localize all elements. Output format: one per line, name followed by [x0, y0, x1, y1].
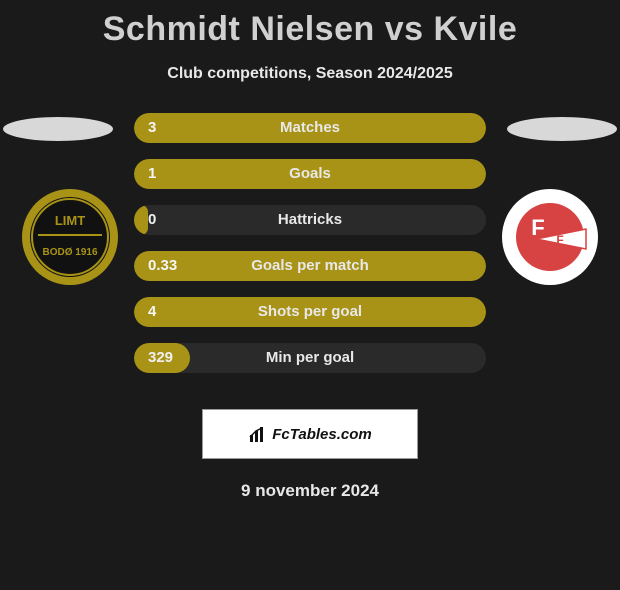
stat-row: 0Hattricks: [134, 205, 486, 235]
left-shadow-ellipse: [3, 117, 113, 141]
source-attribution: FcTables.com: [202, 409, 418, 459]
svg-text:F: F: [531, 215, 544, 240]
stat-row: 1Goals: [134, 159, 486, 189]
stat-label: Shots per goal: [134, 297, 486, 327]
stat-row: 0.33Goals per match: [134, 251, 486, 281]
svg-text:BODØ 1916: BODØ 1916: [42, 247, 97, 258]
comparison-area: LIMT BODØ 1916 F F 3Matches 1Goals 0Hattri…: [0, 113, 620, 391]
source-label: FcTables.com: [272, 426, 371, 443]
bodo-glimt-crest-icon: LIMT BODØ 1916: [20, 187, 120, 287]
stat-label: Goals per match: [134, 251, 486, 281]
stat-label: Matches: [134, 113, 486, 143]
stat-row: 4Shots per goal: [134, 297, 486, 327]
stat-label: Min per goal: [134, 343, 486, 373]
stat-label: Hattricks: [134, 205, 486, 235]
bar-chart-icon: [248, 424, 268, 444]
fredrikstad-crest-icon: F F: [500, 187, 600, 287]
stat-row: 329Min per goal: [134, 343, 486, 373]
left-team-badge: LIMT BODØ 1916: [20, 187, 120, 287]
stat-rows-container: 3Matches 1Goals 0Hattricks 0.33Goals per ma…: [134, 113, 486, 389]
right-team-badge: F F: [500, 187, 600, 287]
svg-text:LIMT: LIMT: [55, 213, 85, 228]
season-subtitle: Club competitions, Season 2024/2025: [0, 65, 620, 83]
right-shadow-ellipse: [507, 117, 617, 141]
stat-row: 3Matches: [134, 113, 486, 143]
page-title: Schmidt Nielsen vs Kvile: [0, 10, 620, 49]
stat-label: Goals: [134, 159, 486, 189]
snapshot-date: 9 november 2024: [0, 481, 620, 501]
svg-text:F: F: [556, 233, 563, 247]
